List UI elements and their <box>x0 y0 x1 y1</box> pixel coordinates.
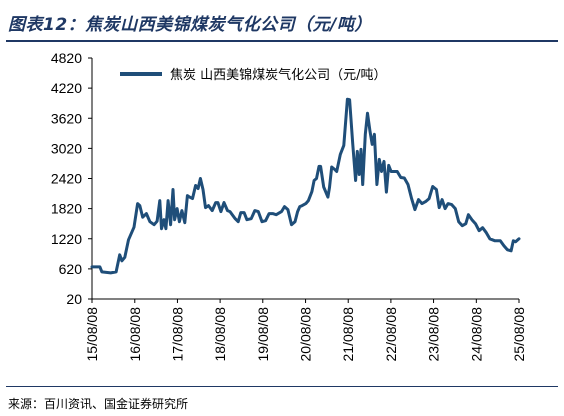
axes: 20 620 1220 1820 2420 3020 3620 4220 4820 15/08/0… <box>51 50 527 362</box>
series-line <box>90 97 521 275</box>
x-tick-label: 15/08/08 <box>84 307 100 362</box>
legend: 焦炭 山西美锦煤炭气化公司（元/吨） <box>120 67 387 83</box>
legend-label: 焦炭 山西美锦煤炭气化公司（元/吨） <box>170 67 387 83</box>
source-note: 来源：百川资讯、国金证券研究所 <box>8 397 189 411</box>
x-tick-label: 24/08/08 <box>468 307 484 362</box>
x-tick-label: 23/08/08 <box>426 307 442 362</box>
y-tick-label: 2420 <box>51 171 82 187</box>
x-tick-label: 25/08/08 <box>511 307 527 362</box>
y-tick-label: 620 <box>59 261 83 277</box>
y-tick-label: 3620 <box>51 110 82 126</box>
x-tick-label: 22/08/08 <box>383 307 399 362</box>
y-tick-label: 20 <box>66 291 82 307</box>
series-layer <box>90 97 521 275</box>
x-tick-label: 20/08/08 <box>298 307 314 362</box>
x-tick-label: 21/08/08 <box>340 307 356 362</box>
y-tick-label: 1820 <box>51 201 82 217</box>
x-tick-label: 18/08/08 <box>212 307 228 362</box>
chart: 20 620 1220 1820 2420 3020 3620 4220 4820 15/08/0… <box>51 50 527 362</box>
y-tick-label: 1220 <box>51 231 82 247</box>
figure-title: 图表12：焦炭山西美锦煤炭气化公司（元/吨） <box>8 15 372 35</box>
x-tick-label: 17/08/08 <box>169 307 185 362</box>
title-rule <box>6 40 558 42</box>
y-tick-label: 3020 <box>51 140 82 156</box>
x-tick-label: 19/08/08 <box>255 307 271 362</box>
y-tick-label: 4220 <box>51 80 82 96</box>
footer-rule <box>6 386 558 387</box>
y-tick-label: 4820 <box>51 50 82 66</box>
x-tick-label: 16/08/08 <box>127 307 143 362</box>
